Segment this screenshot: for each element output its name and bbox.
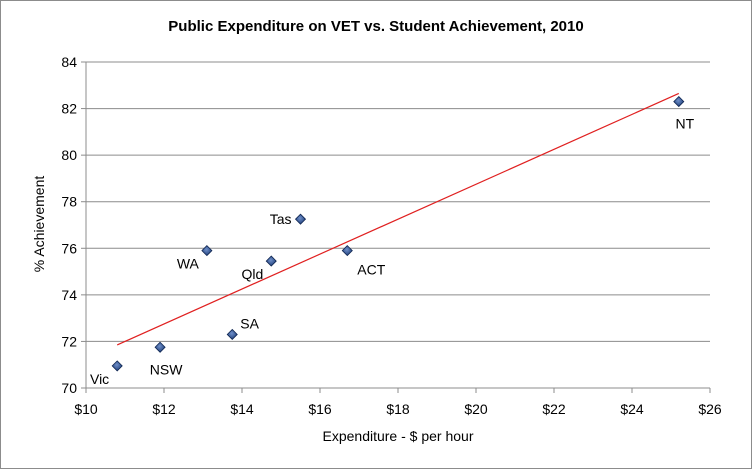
point-labels: Vic NSW WA SA Qld Tas ACT NT <box>90 116 695 387</box>
chart-title: Public Expenditure on VET vs. Student Ac… <box>168 18 583 35</box>
x-tick-label: $16 <box>308 401 332 417</box>
x-tick-label: $26 <box>698 401 722 417</box>
data-points <box>111 96 685 372</box>
x-tick-label: $14 <box>230 401 254 417</box>
y-tick-label: 74 <box>61 287 77 303</box>
point-label-nt: NT <box>675 116 694 132</box>
x-tick-label: $20 <box>464 401 488 417</box>
point-label-wa: WA <box>177 256 200 272</box>
x-tick-labels: $10 $12 $14 $16 $18 $20 $22 $24 $26 <box>74 401 722 417</box>
x-tick-label: $12 <box>152 401 176 417</box>
point-label-sa: SA <box>240 315 259 331</box>
data-point-sa <box>226 328 238 341</box>
y-tick-label: 80 <box>61 147 77 163</box>
data-point-nt <box>673 96 685 108</box>
point-label-vic: Vic <box>90 371 109 387</box>
point-label-nsw: NSW <box>150 361 183 377</box>
y-tick-label: 78 <box>61 194 77 210</box>
axes <box>81 61 711 393</box>
y-tick-label: 72 <box>61 333 77 349</box>
y-tick-label: 82 <box>61 101 77 117</box>
point-label-qld: Qld <box>241 266 263 282</box>
y-axis-label: % Achievement <box>31 176 47 273</box>
data-point-vic <box>111 360 123 372</box>
x-tick-label: $18 <box>386 401 410 417</box>
x-tick-label: $22 <box>542 401 566 417</box>
data-point-wa <box>201 245 213 257</box>
data-point-tas <box>294 213 307 225</box>
y-tick-label: 84 <box>61 54 77 70</box>
trendline <box>116 92 680 346</box>
x-tick-label: $10 <box>74 401 98 417</box>
point-label-tas: Tas <box>270 211 292 227</box>
data-point-nsw <box>154 341 166 353</box>
grid <box>86 61 710 342</box>
x-axis-label: Expenditure - $ per hour <box>323 428 474 444</box>
data-point-act <box>341 245 353 257</box>
y-tick-labels: 70 72 74 76 78 80 82 84 <box>61 54 77 396</box>
y-tick-label: 76 <box>61 240 77 256</box>
point-label-act: ACT <box>357 262 385 278</box>
y-tick-label: 70 <box>61 380 77 396</box>
x-tick-label: $24 <box>620 401 644 417</box>
data-point-qld <box>265 255 277 267</box>
trendline-group <box>116 92 680 346</box>
